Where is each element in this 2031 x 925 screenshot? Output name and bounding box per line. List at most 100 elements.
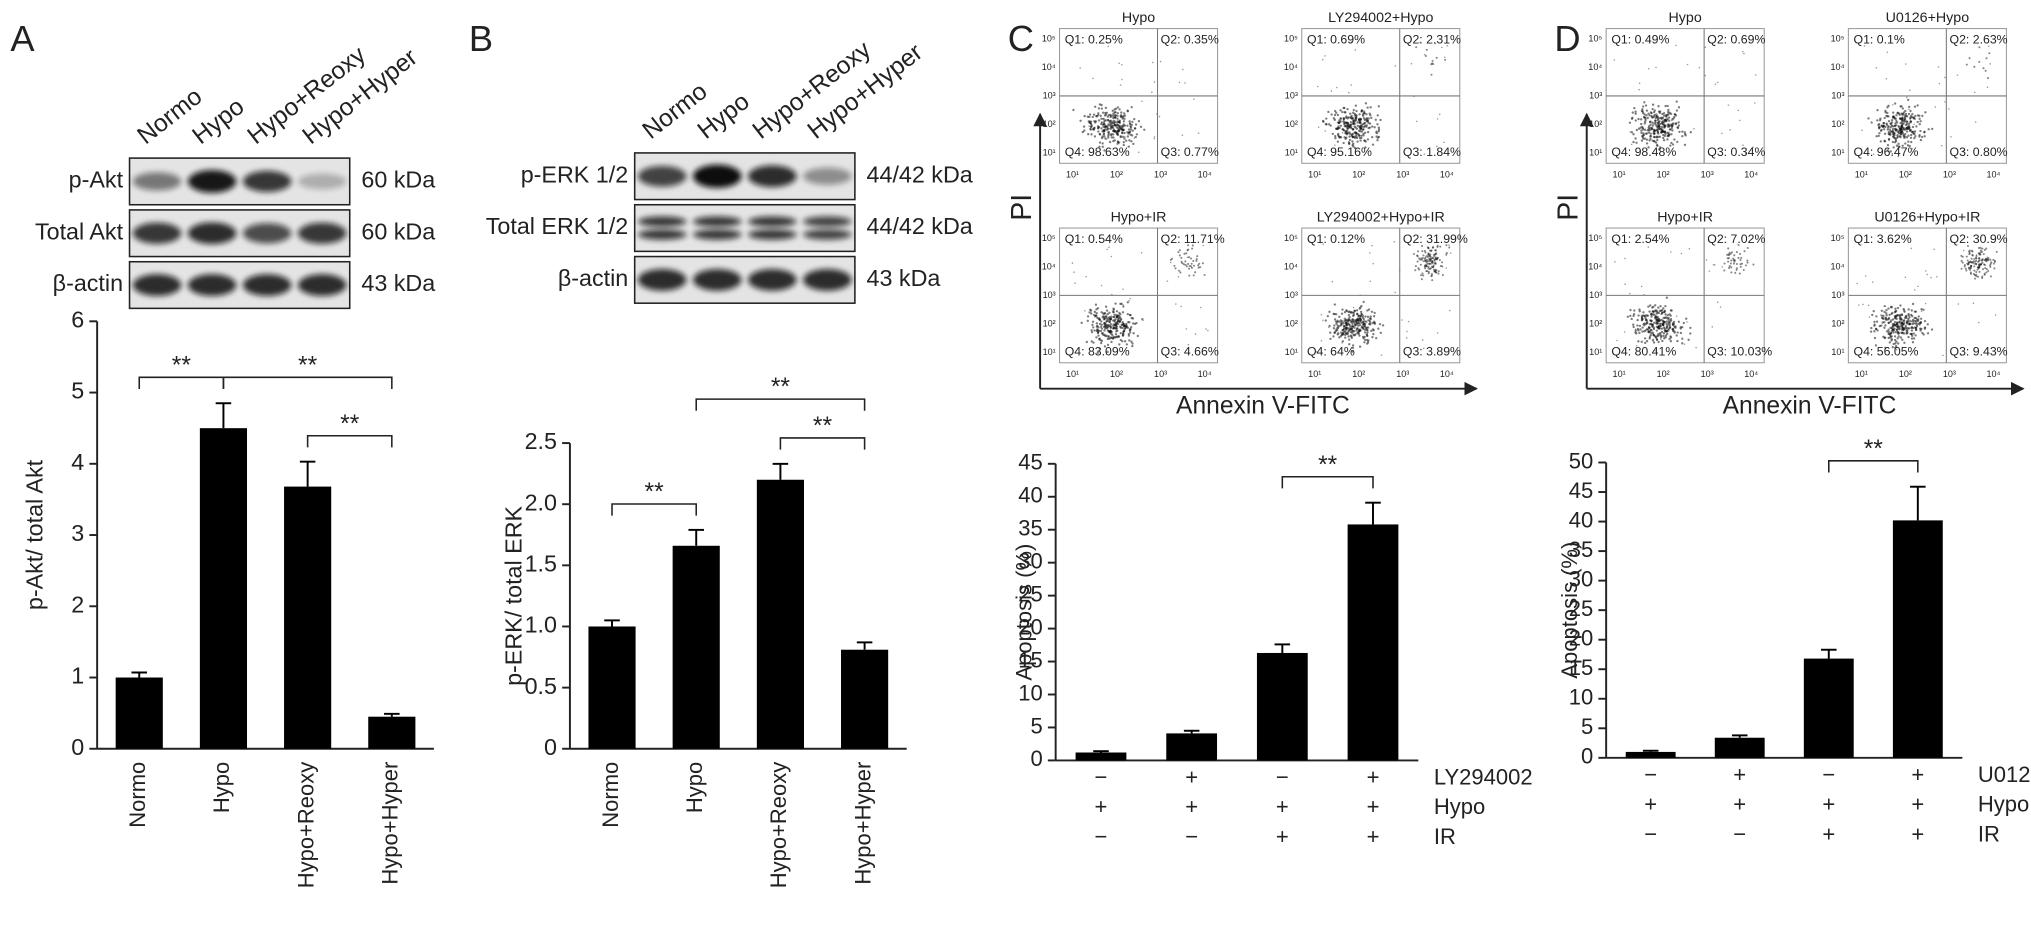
flow-event <box>1425 255 1428 258</box>
flow-event <box>1912 332 1915 335</box>
flow-event <box>1421 272 1424 275</box>
error-bar <box>215 402 232 429</box>
flow-tick-label: 10² <box>1352 369 1365 379</box>
flow-event <box>1349 120 1353 124</box>
flow-event <box>1435 269 1438 272</box>
flow-event <box>1110 336 1113 340</box>
flow-event <box>1975 273 1978 276</box>
flow-event <box>1151 61 1154 64</box>
flow-event <box>1356 317 1360 320</box>
flow-event <box>1678 130 1681 134</box>
error-bar <box>384 712 400 717</box>
flow-event <box>1101 145 1104 148</box>
flow-event <box>1199 266 1202 269</box>
flow-event <box>1930 276 1932 279</box>
flow-event <box>1742 269 1745 272</box>
flow-event <box>1151 91 1153 94</box>
flow-event <box>1963 263 1966 267</box>
flow-event <box>1895 349 1898 351</box>
flow-event <box>1656 118 1660 122</box>
flow-event <box>1884 324 1887 327</box>
flow-event <box>1992 262 1995 265</box>
quadrant-label: Q3: 9.43% <box>1950 345 2008 359</box>
flow-event <box>1863 45 1866 47</box>
flow-event <box>1921 331 1924 335</box>
flow-event <box>1432 264 1435 267</box>
flow-event <box>1118 62 1120 65</box>
flow-event <box>1131 342 1134 345</box>
flow-event <box>1868 316 1871 318</box>
flow-event <box>1097 130 1100 133</box>
flow-event <box>1104 124 1108 128</box>
flow-event <box>1127 332 1130 336</box>
flow-event <box>1096 324 1099 327</box>
flow-event <box>1324 130 1327 132</box>
flow-event <box>1671 323 1675 327</box>
flow-event <box>1166 280 1169 282</box>
flow-event <box>1636 324 1639 327</box>
y-tick-label: 30 <box>1569 566 1593 591</box>
flow-event <box>1905 136 1909 139</box>
flow-event <box>1654 350 1656 352</box>
flow-event <box>1354 320 1358 324</box>
flow-event <box>1362 300 1365 304</box>
flow-event <box>1359 318 1363 321</box>
blot-size-label: 60 kDa <box>361 167 435 193</box>
bar <box>1803 658 1854 758</box>
flow-event <box>1956 74 1959 76</box>
flow-event <box>1641 326 1644 329</box>
flow-event <box>1666 317 1669 320</box>
flow-event <box>1689 131 1692 134</box>
flow-event <box>1361 114 1365 117</box>
flow-event <box>1908 144 1911 148</box>
flow-event <box>1630 131 1634 134</box>
flow-event <box>1119 84 1122 86</box>
flow-event <box>1113 315 1116 319</box>
flow-event <box>1348 131 1351 134</box>
flow-event <box>1662 112 1666 115</box>
flow-event <box>1153 81 1156 83</box>
flow-event <box>1734 271 1737 274</box>
flow-event <box>1652 130 1656 133</box>
flow-event <box>1894 137 1897 140</box>
flow-event <box>1430 73 1433 76</box>
flow-event <box>1108 140 1112 144</box>
flow-event <box>1342 322 1345 325</box>
flow-event <box>1194 271 1197 274</box>
y-axis-title: Apoptosis (%) <box>1012 544 1037 681</box>
flow-event <box>1657 306 1660 309</box>
flow-event <box>1744 264 1748 267</box>
flow-event <box>1641 135 1644 139</box>
flow-event <box>1122 120 1126 123</box>
flow-event <box>1712 263 1715 266</box>
flow-event <box>1658 318 1661 322</box>
flow-event <box>1423 153 1426 155</box>
flow-event <box>1358 329 1361 333</box>
condition-label: Hypo <box>1978 792 2029 817</box>
flow-event <box>1084 310 1086 312</box>
flow-event <box>1662 332 1666 335</box>
flow-event <box>1436 245 1439 249</box>
flow-event <box>1354 118 1357 122</box>
flow-event <box>1654 121 1657 124</box>
flow-event <box>1648 335 1652 338</box>
flow-event <box>1942 354 1944 357</box>
flow-event <box>1883 310 1886 314</box>
flow-event <box>1100 323 1103 326</box>
flow-event <box>1085 275 1087 278</box>
error-bar <box>131 671 148 678</box>
flow-event <box>1899 323 1903 326</box>
flow-event <box>1359 310 1363 314</box>
flow-event <box>1684 134 1687 137</box>
flow-event <box>1108 324 1112 328</box>
flow-event <box>1910 337 1914 340</box>
flow-event <box>1126 109 1129 112</box>
flow-tick-label: 10¹ <box>1831 147 1844 157</box>
flow-event <box>1974 121 1977 123</box>
flow-event <box>1098 322 1102 326</box>
flow-event <box>1739 263 1742 266</box>
flow-event <box>1425 265 1428 268</box>
flow-tick-label: 10⁴ <box>1744 369 1758 379</box>
flow-event <box>1109 326 1112 330</box>
flow-event <box>1422 260 1425 263</box>
